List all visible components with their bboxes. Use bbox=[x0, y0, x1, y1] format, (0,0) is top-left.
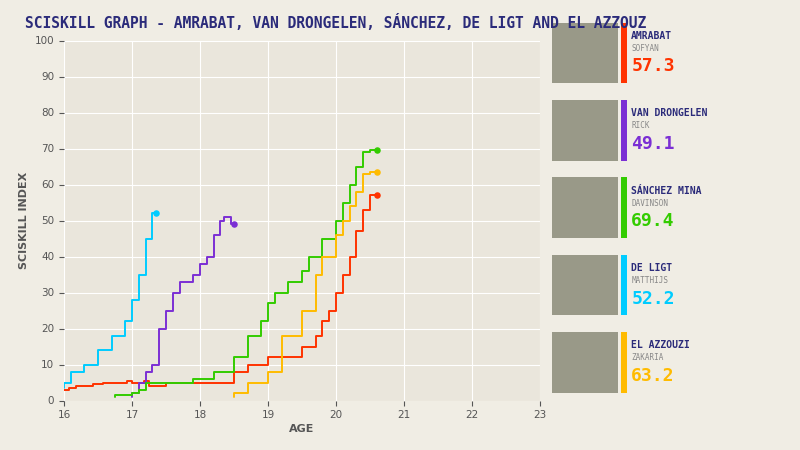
Text: DAVINSON: DAVINSON bbox=[631, 199, 668, 208]
Text: MATTHIJS: MATTHIJS bbox=[631, 276, 668, 285]
X-axis label: AGE: AGE bbox=[290, 424, 314, 434]
Text: VAN DRONGELEN: VAN DRONGELEN bbox=[631, 108, 707, 118]
Text: ZAKARIA: ZAKARIA bbox=[631, 354, 663, 363]
Text: 49.1: 49.1 bbox=[631, 135, 674, 153]
Text: 52.2: 52.2 bbox=[631, 290, 674, 308]
Text: SCISKILL GRAPH - AMRABAT, VAN DRONGELEN, SÁNCHEZ, DE LIGT AND EL AZZOUZ: SCISKILL GRAPH - AMRABAT, VAN DRONGELEN,… bbox=[26, 14, 646, 31]
Text: DE LIGT: DE LIGT bbox=[631, 263, 672, 273]
Text: 63.2: 63.2 bbox=[631, 367, 674, 385]
Text: 57.3: 57.3 bbox=[631, 58, 674, 76]
Text: 69.4: 69.4 bbox=[631, 212, 674, 230]
Point bbox=[370, 168, 383, 176]
Text: SÁNCHEZ MINA: SÁNCHEZ MINA bbox=[631, 185, 702, 196]
Point bbox=[370, 147, 383, 154]
Point bbox=[150, 210, 162, 217]
Point bbox=[227, 220, 240, 228]
Y-axis label: SCISKILL INDEX: SCISKILL INDEX bbox=[19, 172, 29, 269]
Text: AMRABAT: AMRABAT bbox=[631, 31, 672, 41]
Text: SOFYAN: SOFYAN bbox=[631, 44, 659, 53]
Point bbox=[370, 192, 383, 199]
Text: RICK: RICK bbox=[631, 122, 650, 130]
Text: EL AZZOUZI: EL AZZOUZI bbox=[631, 340, 690, 351]
